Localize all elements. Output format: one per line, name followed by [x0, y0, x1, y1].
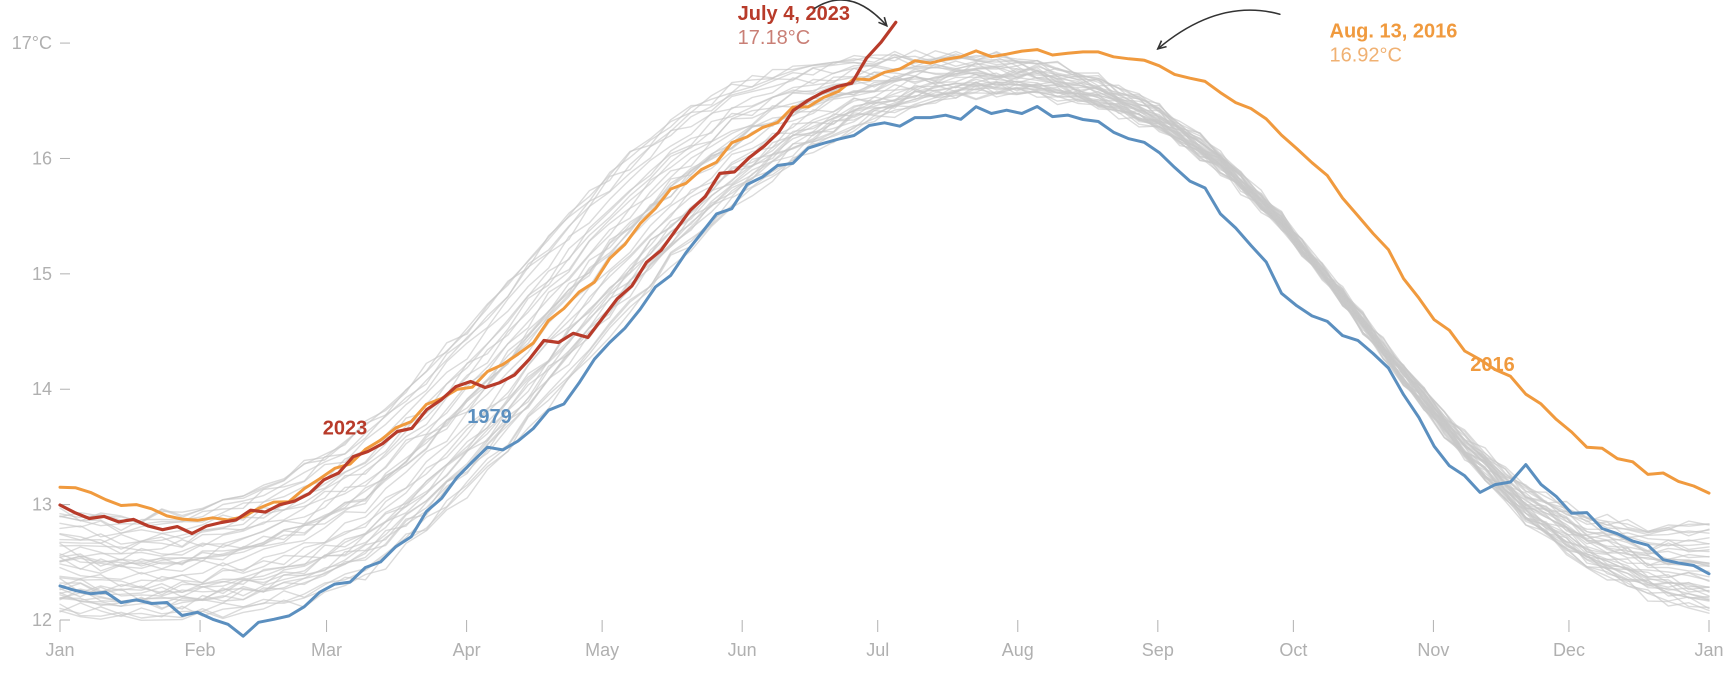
x-tick-label: May — [585, 640, 619, 660]
x-tick-label: Jul — [866, 640, 889, 660]
y-tick-label: 17°C — [12, 33, 52, 53]
y-tick-label: 12 — [32, 610, 52, 630]
temperature-chart: 12 13 14 15 16 17°C Jan Feb Mar Apr May Jun Jul Aug Se… — [0, 0, 1729, 675]
chart-svg: 12 13 14 15 16 17°C Jan Feb Mar Apr May Jun Jul Aug Se… — [0, 0, 1729, 675]
x-tick-label: Mar — [311, 640, 342, 660]
y-tick-label: 15 — [32, 264, 52, 284]
annotation-sub-2023: 17.18°C — [738, 27, 811, 49]
x-tick-label: Oct — [1279, 640, 1307, 660]
series-label-2023: 2023 — [323, 418, 368, 440]
x-tick-label: Dec — [1553, 640, 1585, 660]
annotation-title-2016: Aug. 13, 2016 — [1330, 20, 1458, 42]
x-tick-label: Sep — [1142, 640, 1174, 660]
x-tick-label: Jan — [45, 640, 74, 660]
annotation-sub-2016: 16.92°C — [1330, 44, 1403, 66]
x-tick-label: Jan — [1694, 640, 1723, 660]
x-tick-label: Feb — [185, 640, 216, 660]
x-tick-label: Aug — [1002, 640, 1034, 660]
x-tick-label: Jun — [728, 640, 757, 660]
y-tick-label: 14 — [32, 379, 52, 399]
series-label-1979: 1979 — [467, 406, 512, 428]
y-tick-label: 13 — [32, 495, 52, 515]
series-label-2016: 2016 — [1470, 354, 1515, 376]
y-tick-label: 16 — [32, 148, 52, 168]
annotation-title-2023: July 4, 2023 — [738, 3, 850, 25]
x-tick-label: Apr — [453, 640, 481, 660]
x-tick-label: Nov — [1417, 640, 1449, 660]
